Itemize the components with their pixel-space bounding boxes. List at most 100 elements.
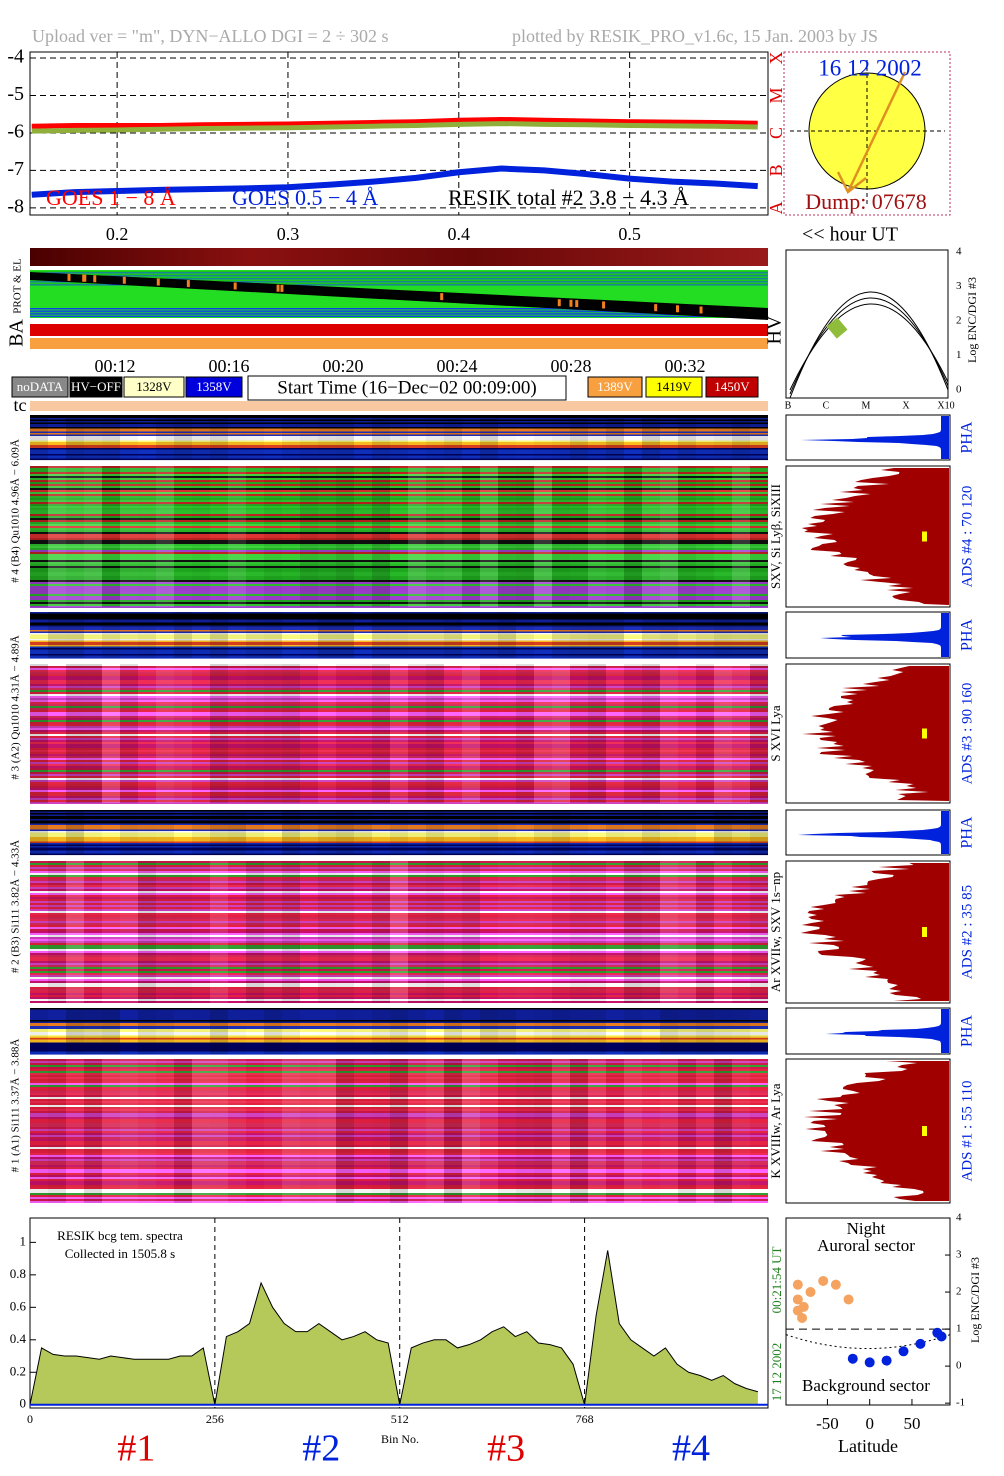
spectrogram-row bbox=[30, 666, 768, 668]
ads-histogram bbox=[802, 666, 949, 801]
spectrogram-row bbox=[30, 1091, 768, 1093]
spectrogram-column bbox=[390, 861, 408, 1003]
x-tick-label: 0.4 bbox=[448, 224, 471, 244]
spectrogram-column bbox=[552, 861, 570, 1003]
spectrogram-row bbox=[30, 953, 768, 955]
spectrogram-column bbox=[264, 466, 282, 607]
spectrogram-row bbox=[30, 1095, 768, 1097]
spectrogram-column bbox=[408, 1059, 426, 1203]
spectrogram-row bbox=[30, 746, 768, 748]
spectrogram-row bbox=[30, 997, 768, 999]
spectrogram-column bbox=[390, 810, 408, 855]
spectrogram-row bbox=[30, 643, 768, 646]
tc-strip bbox=[30, 401, 768, 411]
spectrogram-row bbox=[30, 786, 768, 788]
spectrogram-row bbox=[30, 439, 768, 441]
spectrogram-row bbox=[30, 897, 768, 899]
spectrogram-row bbox=[30, 528, 768, 530]
spectrogram-row bbox=[30, 943, 768, 945]
spectrogram-row bbox=[30, 694, 768, 696]
spectrogram-column bbox=[660, 664, 678, 803]
series-line bbox=[31, 116, 758, 129]
spectrogram-row bbox=[30, 1099, 768, 1101]
spectrogram-row bbox=[30, 794, 768, 796]
spectrogram-column bbox=[714, 612, 732, 658]
spectrogram-column bbox=[174, 415, 192, 460]
spectrogram-row bbox=[30, 754, 768, 756]
spectrogram-row bbox=[30, 1030, 768, 1033]
spectrogram-row bbox=[30, 1048, 768, 1051]
hv-x-tick: M bbox=[862, 400, 871, 411]
spectrogram-row bbox=[30, 927, 768, 929]
prot-tick bbox=[676, 305, 680, 313]
spectrogram-row bbox=[30, 820, 768, 823]
spectrogram-row bbox=[30, 831, 768, 833]
prot-tick bbox=[569, 299, 573, 307]
spectrogram-row bbox=[30, 977, 768, 979]
spectrogram-row bbox=[30, 631, 768, 634]
spectrogram-row bbox=[30, 935, 768, 937]
x-tick-label: 50 bbox=[903, 1414, 920, 1433]
spectrogram-row bbox=[30, 422, 768, 425]
spectrogram-row bbox=[30, 899, 768, 901]
spectrogram-column bbox=[534, 1059, 552, 1203]
spectrogram-row bbox=[30, 494, 768, 496]
spectrogram-column bbox=[714, 810, 732, 855]
spectrogram-row bbox=[30, 1039, 768, 1042]
spectrogram-column bbox=[84, 612, 102, 658]
spectrogram-row bbox=[30, 844, 768, 847]
spectrogram-column bbox=[174, 861, 192, 1003]
spectrogram-column bbox=[354, 1008, 372, 1054]
spectrogram-row bbox=[30, 512, 768, 514]
prot-tick bbox=[280, 284, 284, 292]
spectrogram-row bbox=[30, 1141, 768, 1143]
spectrogram-row bbox=[30, 1165, 768, 1167]
spectrogram-row bbox=[30, 1065, 768, 1067]
spectrogram-row bbox=[30, 1020, 768, 1022]
spectrogram-row bbox=[30, 776, 768, 778]
spectrogram-row bbox=[30, 985, 768, 987]
spectrogram-row bbox=[30, 1149, 768, 1151]
plot-frame bbox=[785, 1217, 951, 1406]
spectrogram-row bbox=[30, 1133, 768, 1135]
spectrogram-column bbox=[444, 612, 462, 658]
spectrogram-column bbox=[444, 466, 462, 607]
spectrogram-column bbox=[354, 664, 372, 803]
spectrogram-row bbox=[30, 458, 768, 461]
y-tick-label: 1 bbox=[956, 1323, 962, 1335]
spectrogram-row bbox=[30, 871, 768, 873]
spectrogram-row bbox=[30, 706, 768, 708]
prot-tick bbox=[82, 274, 86, 282]
spectrogram-row bbox=[30, 1053, 768, 1055]
spectrogram-row bbox=[30, 1169, 768, 1171]
spectrogram-column bbox=[552, 466, 570, 607]
spectrogram-column bbox=[714, 466, 732, 607]
spectrogram-row bbox=[30, 520, 768, 522]
spectrogram-row bbox=[30, 798, 768, 800]
spectrogram-row bbox=[30, 1127, 768, 1129]
spectrogram-column bbox=[102, 466, 120, 607]
spectrogram-column bbox=[678, 415, 696, 460]
group-label: #1 bbox=[117, 1428, 155, 1470]
spectrogram-row bbox=[30, 530, 768, 532]
spectrogram-row bbox=[30, 564, 768, 566]
spectrogram-column bbox=[138, 466, 156, 607]
spectrogram-column bbox=[480, 1059, 498, 1203]
spectrogram-column bbox=[498, 861, 516, 1003]
spectrogram-column bbox=[102, 1008, 120, 1054]
spectrogram-row bbox=[30, 556, 768, 558]
spectrogram-row bbox=[30, 810, 768, 812]
spectrogram-column bbox=[102, 1059, 120, 1203]
spectrogram-column bbox=[696, 1059, 714, 1203]
spectrogram-column bbox=[426, 466, 444, 607]
spectrogram-row bbox=[30, 1021, 768, 1024]
spectrogram-column bbox=[48, 664, 66, 803]
spectrogram-column bbox=[570, 810, 588, 855]
hv-y-tick: 4 bbox=[956, 246, 962, 258]
annotation: Auroral sector bbox=[817, 1236, 915, 1255]
spectrogram-column bbox=[390, 466, 408, 607]
spectrogram-row bbox=[30, 718, 768, 720]
prot-stripe bbox=[30, 283, 768, 284]
spectrogram-row bbox=[30, 600, 768, 602]
spectrogram-column bbox=[192, 1008, 210, 1054]
